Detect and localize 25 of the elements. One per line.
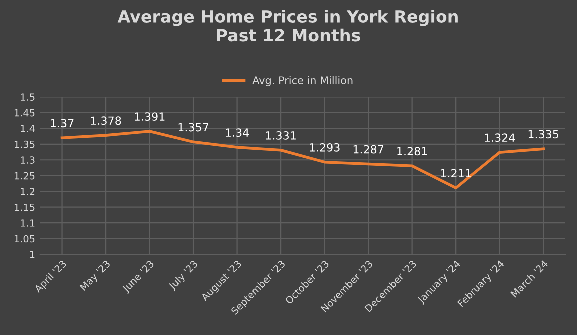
data-label: 1.287 xyxy=(354,145,384,154)
data-label: 1.378 xyxy=(91,116,122,126)
data-label: 1.324 xyxy=(485,134,516,142)
y-tick-label: 1.5 xyxy=(21,94,35,101)
data-label: 1.37 xyxy=(51,119,74,128)
data-label: 1.357 xyxy=(178,123,208,132)
y-tick-label: 1.35 xyxy=(14,140,35,148)
y-tick-label: 1.45 xyxy=(14,110,35,117)
y-tick-label: 1.25 xyxy=(14,172,35,180)
y-tick-label: 1.1 xyxy=(21,220,35,227)
data-label: 1.331 xyxy=(266,131,296,140)
y-tick-label: 1.3 xyxy=(21,156,35,164)
data-label: 1.211 xyxy=(441,169,471,178)
data-label: 1.293 xyxy=(310,143,340,152)
data-label: 1.391 xyxy=(135,112,165,121)
data-label: 1.34 xyxy=(226,128,250,138)
data-label: 1.281 xyxy=(398,147,428,156)
y-tick-label: 1.2 xyxy=(21,188,35,196)
chart-title: Average Home Prices in York Region Past 12 Months xyxy=(118,10,458,42)
legend-label: Avg. Price in Million xyxy=(252,76,353,86)
y-tick-label: 1.4 xyxy=(21,125,35,132)
y-tick-label: 1.15 xyxy=(14,204,35,212)
y-tick-label: 1.05 xyxy=(14,235,35,243)
data-label: 1.335 xyxy=(528,130,559,139)
y-tick-label: 1 xyxy=(30,251,35,258)
